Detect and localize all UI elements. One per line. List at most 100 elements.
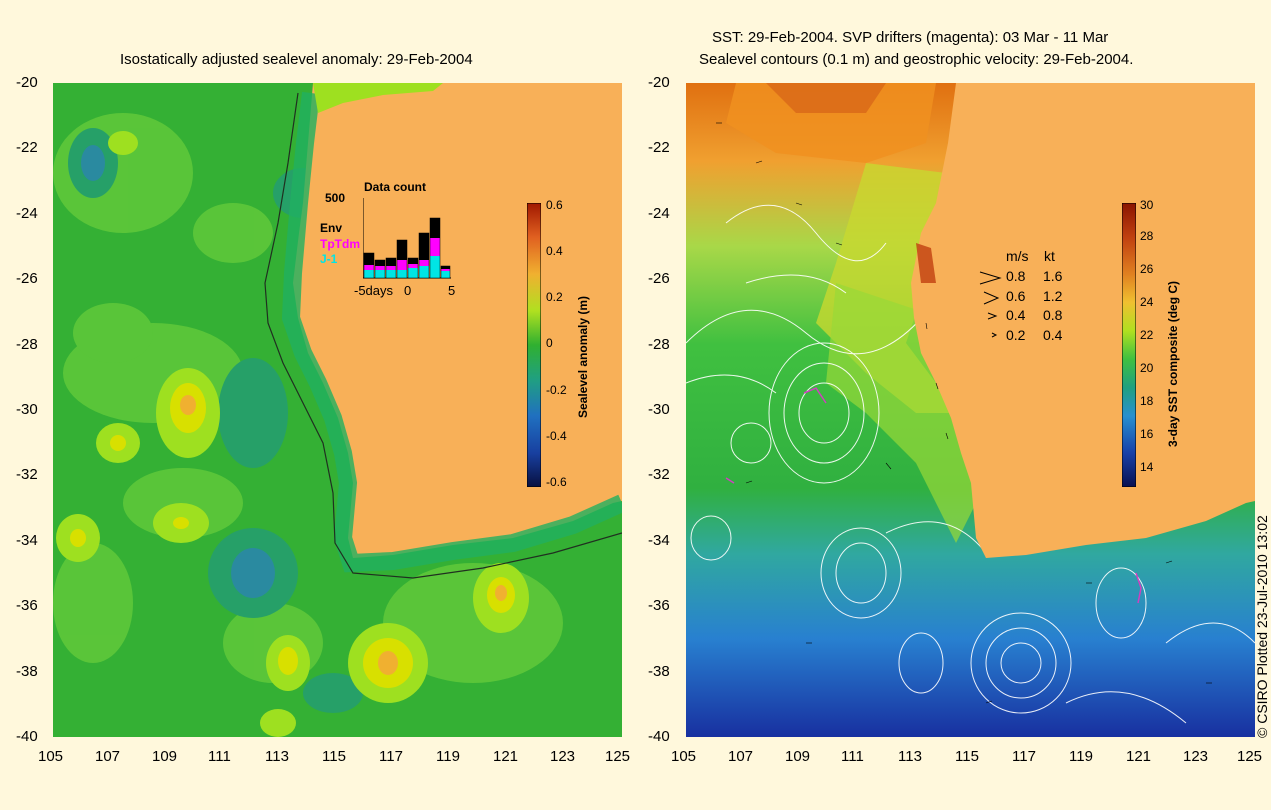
inset-bars [363,198,451,279]
cbar-tick: 16 [1140,427,1154,441]
lon-tick: 111 [841,748,864,765]
lat-tick: -22 [16,139,38,156]
legend-kt: 1.2 [1043,288,1063,304]
positive-eddies [56,131,529,737]
inset-xtick: 0 [404,283,412,298]
lat-tick: -40 [16,728,38,745]
inset-xtick: -5days [354,283,394,298]
lat-tick: -36 [16,597,38,614]
inset-title: Data count [364,180,427,194]
legend-ms: 0.8 [1006,268,1026,284]
lon-tick: 121 [493,748,519,765]
sealevel-colorbar-label: Sealevel anomaly (m) [576,295,590,418]
lat-tick: -24 [648,205,670,222]
lon-tick: 109 [785,748,811,765]
cbar-tick: 30 [1140,198,1154,212]
inset-xtick: 5 [448,283,456,298]
legend-kt: 1.6 [1043,268,1063,284]
lon-tick: 107 [728,748,754,765]
cbar-tick: 14 [1140,460,1154,474]
lon-tick: 115 [955,748,979,765]
anomaly-patches [53,113,563,683]
lon-tick: 113 [265,748,289,765]
lon-tick: 105 [38,748,64,765]
lat-tick: -24 [16,205,38,222]
sst-colorbar-label: 3-day SST composite (deg C) [1166,280,1180,447]
lat-tick: -20 [648,74,670,91]
depth-contour [264,92,622,579]
lon-tick: 107 [95,748,121,765]
shelf-band [281,91,622,573]
lon-tick: 117 [1012,748,1036,765]
lat-tick: -36 [648,597,670,614]
lat-tick: -30 [648,401,670,418]
lat-tick: -32 [648,466,670,483]
lon-tick: 105 [671,748,697,765]
lat-tick: -30 [16,401,38,418]
inset-bar-j1 [364,256,450,278]
legend-ms: 0.4 [1006,307,1026,323]
cbar-tick: 0.2 [546,290,563,304]
sst-map [686,83,1255,737]
lat-tick: -32 [16,466,38,483]
legend-arrow-icons [979,271,1002,338]
lat-tick: -20 [16,74,38,91]
cbar-tick: 24 [1140,295,1154,309]
lon-tick: 109 [152,748,178,765]
cbar-tick: 0.4 [546,244,563,258]
cbar-tick: 18 [1140,394,1154,408]
lon-tick: 115 [322,748,346,765]
inset-bar-env [364,218,450,269]
lon-tick: 117 [379,748,403,765]
cbar-tick: 20 [1140,361,1154,375]
cbar-tick: 22 [1140,328,1154,342]
cbar-tick: -0.2 [546,383,567,397]
lon-tick: 123 [1183,748,1209,765]
cbar-tick: -0.6 [546,475,567,489]
velocity-arrows [716,122,1212,704]
lat-tick: -28 [648,336,670,353]
lon-tick: 121 [1126,748,1152,765]
sealevel-colorbar [527,203,541,487]
right-map-title-line2: Sealevel contours (0.1 m) and geostrophi… [699,51,1134,68]
cbar-tick: 0.6 [546,198,563,212]
land-right [911,83,1255,558]
lat-tick: -28 [16,336,38,353]
sealevel-contours [686,204,1255,724]
lon-tick: 119 [1069,748,1093,765]
inset-ymax: 500 [325,191,346,205]
copyright-notice: © CSIRO Plotted 23-Jul-2010 13:02 [1254,515,1270,738]
lon-tick: 123 [550,748,576,765]
legend-header-ms: m/s [1006,248,1029,264]
cbar-tick: 28 [1140,229,1154,243]
legend-ms: 0.6 [1006,288,1026,304]
legend-kt: 0.4 [1043,327,1063,343]
right-map-title-line1: SST: 29-Feb-2004. SVP drifters (magenta)… [712,29,1109,46]
sst-colorbar [1122,203,1136,487]
left-map-title: Isostatically adjusted sealevel anomaly:… [120,51,473,68]
legend-ms: 0.2 [1006,327,1026,343]
inset-series-j1: J-1 [320,252,338,266]
cbar-tick: -0.4 [546,429,567,443]
lon-tick: 125 [1237,748,1263,765]
lat-tick: -26 [16,270,38,287]
lat-tick: -34 [648,532,670,549]
deep-negative-patches [81,145,275,598]
legend-kt: 0.8 [1043,307,1063,323]
lat-tick: -40 [648,728,670,745]
inset-series-env: Env [320,221,343,235]
cbar-tick: 26 [1140,262,1154,276]
cbar-tick: 0 [546,336,553,350]
lon-tick: 125 [605,748,631,765]
lat-tick: -22 [648,139,670,156]
inset-series-tptdm: TpTdm [320,237,360,251]
legend-header-kt: kt [1044,248,1055,264]
lon-tick: 113 [898,748,922,765]
lat-tick: -34 [16,532,38,549]
lat-tick: -38 [648,663,670,680]
inset-bar-tptdm [364,238,450,271]
svp-drifter-tracks [725,387,1142,604]
lat-tick: -26 [648,270,670,287]
lon-tick: 111 [208,748,231,765]
lon-tick: 119 [436,748,460,765]
